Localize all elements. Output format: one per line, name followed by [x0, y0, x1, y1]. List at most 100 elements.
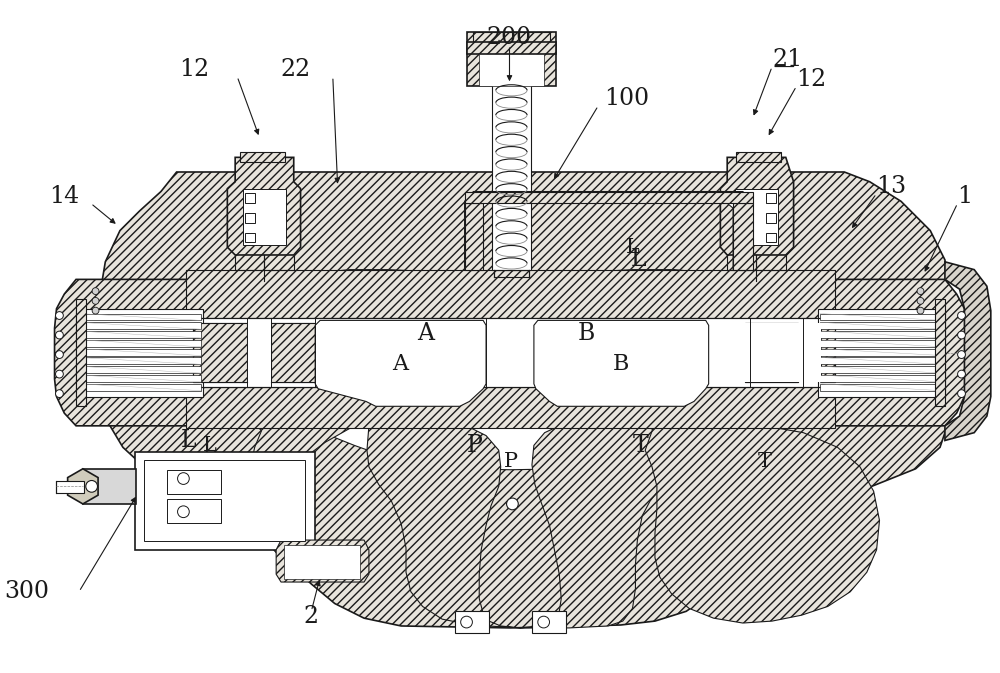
Text: 300: 300 — [5, 580, 50, 603]
Bar — [455, 611, 489, 633]
Text: 12: 12 — [180, 58, 210, 81]
Bar — [745, 323, 798, 382]
Text: L: L — [203, 436, 217, 455]
Circle shape — [56, 351, 63, 359]
Bar — [473, 32, 550, 42]
Text: 21: 21 — [772, 48, 802, 71]
Polygon shape — [227, 157, 301, 255]
Text: 1: 1 — [958, 185, 973, 208]
Polygon shape — [276, 540, 369, 582]
Text: P: P — [466, 434, 482, 457]
Bar — [167, 470, 221, 494]
Bar — [79, 357, 201, 364]
Text: L: L — [631, 248, 646, 271]
Bar — [56, 481, 84, 493]
Circle shape — [92, 307, 99, 314]
Polygon shape — [186, 394, 369, 565]
Bar — [79, 349, 201, 355]
Bar — [820, 340, 942, 347]
Circle shape — [86, 481, 98, 492]
Polygon shape — [367, 426, 670, 628]
Text: T: T — [632, 434, 648, 457]
Circle shape — [56, 390, 63, 398]
Bar — [135, 452, 315, 550]
Polygon shape — [467, 32, 556, 86]
Bar — [766, 213, 776, 223]
Text: 13: 13 — [877, 175, 907, 198]
Bar — [193, 323, 247, 382]
Bar — [818, 309, 945, 396]
Bar — [247, 323, 271, 382]
Bar — [820, 314, 942, 320]
Bar — [467, 42, 556, 54]
Bar — [820, 366, 942, 373]
Bar — [245, 193, 255, 203]
Polygon shape — [733, 203, 753, 270]
Bar — [735, 188, 778, 245]
Polygon shape — [55, 279, 206, 426]
Polygon shape — [465, 203, 483, 270]
Bar — [935, 299, 945, 406]
Polygon shape — [100, 172, 950, 628]
Circle shape — [178, 472, 189, 485]
Bar — [271, 323, 315, 382]
Circle shape — [917, 297, 924, 304]
Bar — [271, 323, 315, 382]
Bar — [821, 323, 835, 382]
Circle shape — [178, 506, 189, 518]
Circle shape — [958, 331, 965, 339]
Text: B: B — [578, 322, 595, 345]
Bar — [821, 323, 835, 382]
Polygon shape — [186, 270, 833, 470]
Polygon shape — [534, 320, 709, 406]
Bar — [736, 153, 781, 162]
Circle shape — [538, 616, 550, 628]
Bar — [820, 349, 942, 355]
Bar — [144, 460, 305, 541]
Text: L: L — [180, 429, 196, 452]
Bar — [750, 323, 821, 382]
Bar — [820, 357, 942, 364]
Bar — [315, 323, 486, 382]
Bar — [79, 384, 201, 391]
Bar — [766, 233, 776, 242]
Circle shape — [92, 297, 99, 304]
Circle shape — [958, 370, 965, 378]
Bar — [79, 375, 201, 382]
Bar — [79, 340, 201, 347]
Bar — [79, 314, 201, 320]
Bar — [820, 384, 942, 391]
Polygon shape — [720, 157, 794, 255]
Bar — [79, 322, 201, 329]
Bar — [186, 270, 835, 318]
Text: 22: 22 — [280, 58, 310, 81]
Bar — [479, 54, 544, 86]
Bar — [240, 153, 285, 162]
Bar — [245, 213, 255, 223]
Text: T: T — [757, 452, 771, 472]
Circle shape — [92, 287, 99, 295]
Circle shape — [56, 312, 63, 320]
Bar — [820, 375, 942, 382]
Circle shape — [958, 351, 965, 359]
Text: 200: 200 — [487, 26, 532, 48]
Circle shape — [917, 307, 924, 314]
Polygon shape — [465, 192, 753, 270]
Bar — [486, 323, 750, 382]
Text: A: A — [392, 353, 408, 376]
Bar — [186, 318, 835, 387]
Circle shape — [917, 287, 924, 295]
Text: P: P — [503, 452, 517, 472]
Polygon shape — [645, 423, 880, 623]
Bar — [820, 322, 942, 329]
Bar — [193, 323, 247, 382]
Circle shape — [507, 498, 518, 509]
Circle shape — [958, 390, 965, 398]
Polygon shape — [315, 320, 486, 406]
Circle shape — [56, 331, 63, 339]
Polygon shape — [815, 279, 966, 426]
Bar — [492, 84, 531, 270]
Bar — [820, 331, 942, 338]
Text: 2: 2 — [304, 605, 319, 628]
Text: 14: 14 — [49, 185, 79, 208]
